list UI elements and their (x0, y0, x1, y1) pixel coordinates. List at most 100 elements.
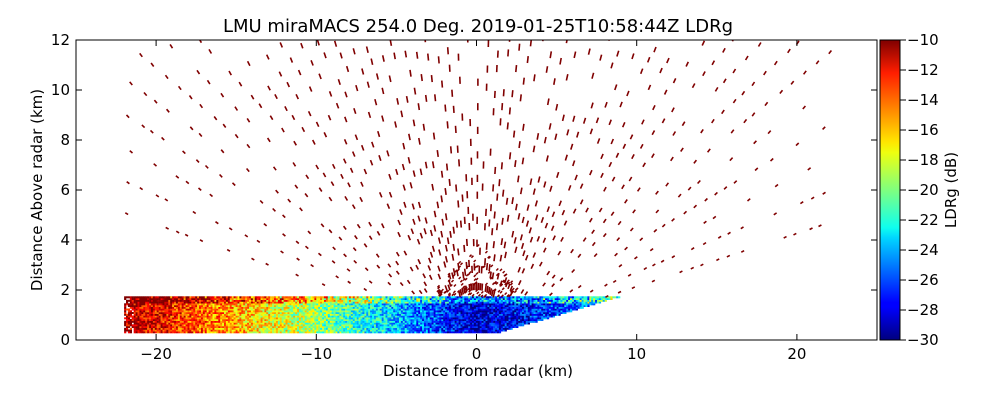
cloud-cell (135, 331, 138, 334)
cloud-cell (299, 299, 302, 302)
cloud-cell (439, 319, 442, 321)
cloud-cell (443, 296, 446, 299)
noise-mark (828, 50, 833, 55)
cloud-cell (199, 310, 202, 313)
noise-mark (624, 246, 628, 251)
cloud-cell (356, 326, 359, 328)
cloud-cell (333, 308, 336, 311)
cloud-cell (210, 308, 213, 311)
cloud-cell (139, 329, 142, 332)
cloud-cell (400, 315, 404, 318)
cloud-cell (395, 298, 398, 300)
cloud-cell (299, 331, 302, 334)
cloud-cell (445, 303, 448, 306)
noise-mark (711, 60, 716, 66)
cloud-cell (306, 303, 309, 306)
cloud-cell (158, 301, 161, 304)
cloud-cell (222, 310, 225, 313)
cloud-cell (354, 326, 357, 328)
cloud-cell (516, 305, 519, 307)
cloud-cell (312, 324, 315, 327)
cloud-cell (331, 296, 334, 299)
cloud-cell (573, 301, 577, 304)
cloud-cell (585, 303, 588, 306)
cloud-cell (349, 299, 352, 302)
cloud-cell (199, 296, 202, 299)
cloud-cell (389, 305, 392, 307)
cloud-cell (431, 298, 434, 300)
cloud-cell (312, 299, 315, 302)
cloud-cell (147, 324, 150, 327)
cloud-cell (325, 327, 329, 330)
cloud-cell (177, 320, 181, 323)
cloud-cell (425, 329, 429, 332)
cloud-cell (441, 303, 444, 306)
cloud-cell (320, 327, 323, 330)
cloud-cell (274, 298, 277, 300)
cloud-cell (335, 320, 338, 323)
cloud-cell (416, 319, 419, 321)
cloud-cell (233, 312, 236, 314)
cloud-cell (210, 331, 213, 334)
cloud-cell (327, 315, 330, 318)
cloud-cell (149, 298, 152, 300)
cloud-cell (162, 329, 165, 332)
cloud-cell (324, 310, 327, 313)
cloud-cell (249, 298, 252, 300)
cloud-cell (422, 331, 425, 334)
noise-mark (503, 241, 507, 249)
cloud-cell (185, 313, 188, 316)
cloud-cell (176, 306, 179, 309)
cloud-cell (281, 312, 284, 314)
cloud-cell (523, 320, 527, 323)
cloud-cell (535, 298, 538, 300)
cloud-cell (337, 303, 340, 306)
cloud-cell (487, 305, 490, 307)
cloud-cell (266, 308, 269, 311)
cloud-cell (366, 317, 369, 320)
cloud-cell (364, 324, 367, 327)
cloud-cell (220, 326, 223, 328)
cloud-cell (404, 313, 407, 316)
noise-mark (489, 288, 493, 295)
cloud-cell (418, 296, 421, 299)
cloud-cell (279, 322, 282, 325)
cloud-cell (414, 312, 417, 314)
cloud-cell (424, 296, 427, 299)
cloud-cell (212, 308, 215, 311)
cloud-cell (533, 319, 536, 321)
cloud-cell (477, 331, 480, 334)
cloud-cell (560, 308, 563, 311)
cloud-cell (406, 317, 409, 320)
cloud-cell (233, 305, 236, 307)
cloud-cell (431, 306, 434, 309)
cloud-cell (124, 310, 127, 313)
cloud-cell (312, 308, 315, 311)
cloud-cell (291, 320, 294, 323)
cloud-cell (206, 306, 209, 309)
cloud-cell (285, 326, 288, 328)
cloud-cell (231, 319, 234, 321)
cloud-cell (354, 312, 357, 314)
cloud-cell (435, 329, 438, 332)
cloud-cell (254, 298, 257, 300)
cloud-cell (152, 322, 156, 325)
cloud-cell (162, 310, 165, 313)
cloud-cell (289, 303, 292, 306)
cloud-cell (160, 315, 163, 318)
cloud-cell (377, 331, 380, 334)
cloud-cell (183, 324, 186, 327)
cloud-cell (483, 317, 486, 320)
cloud-cell (533, 298, 536, 300)
cloud-cell (174, 301, 177, 304)
cloud-cell (468, 322, 471, 325)
cloud-cell (441, 320, 444, 323)
cloud-cell (247, 306, 250, 309)
cloud-cell (541, 301, 544, 304)
cloud-cell (339, 306, 342, 309)
cloud-cell (268, 329, 271, 332)
cloud-cell (283, 306, 286, 309)
cloud-cell (314, 329, 317, 332)
cloud-cell (391, 312, 394, 314)
cloud-cell (270, 308, 273, 311)
